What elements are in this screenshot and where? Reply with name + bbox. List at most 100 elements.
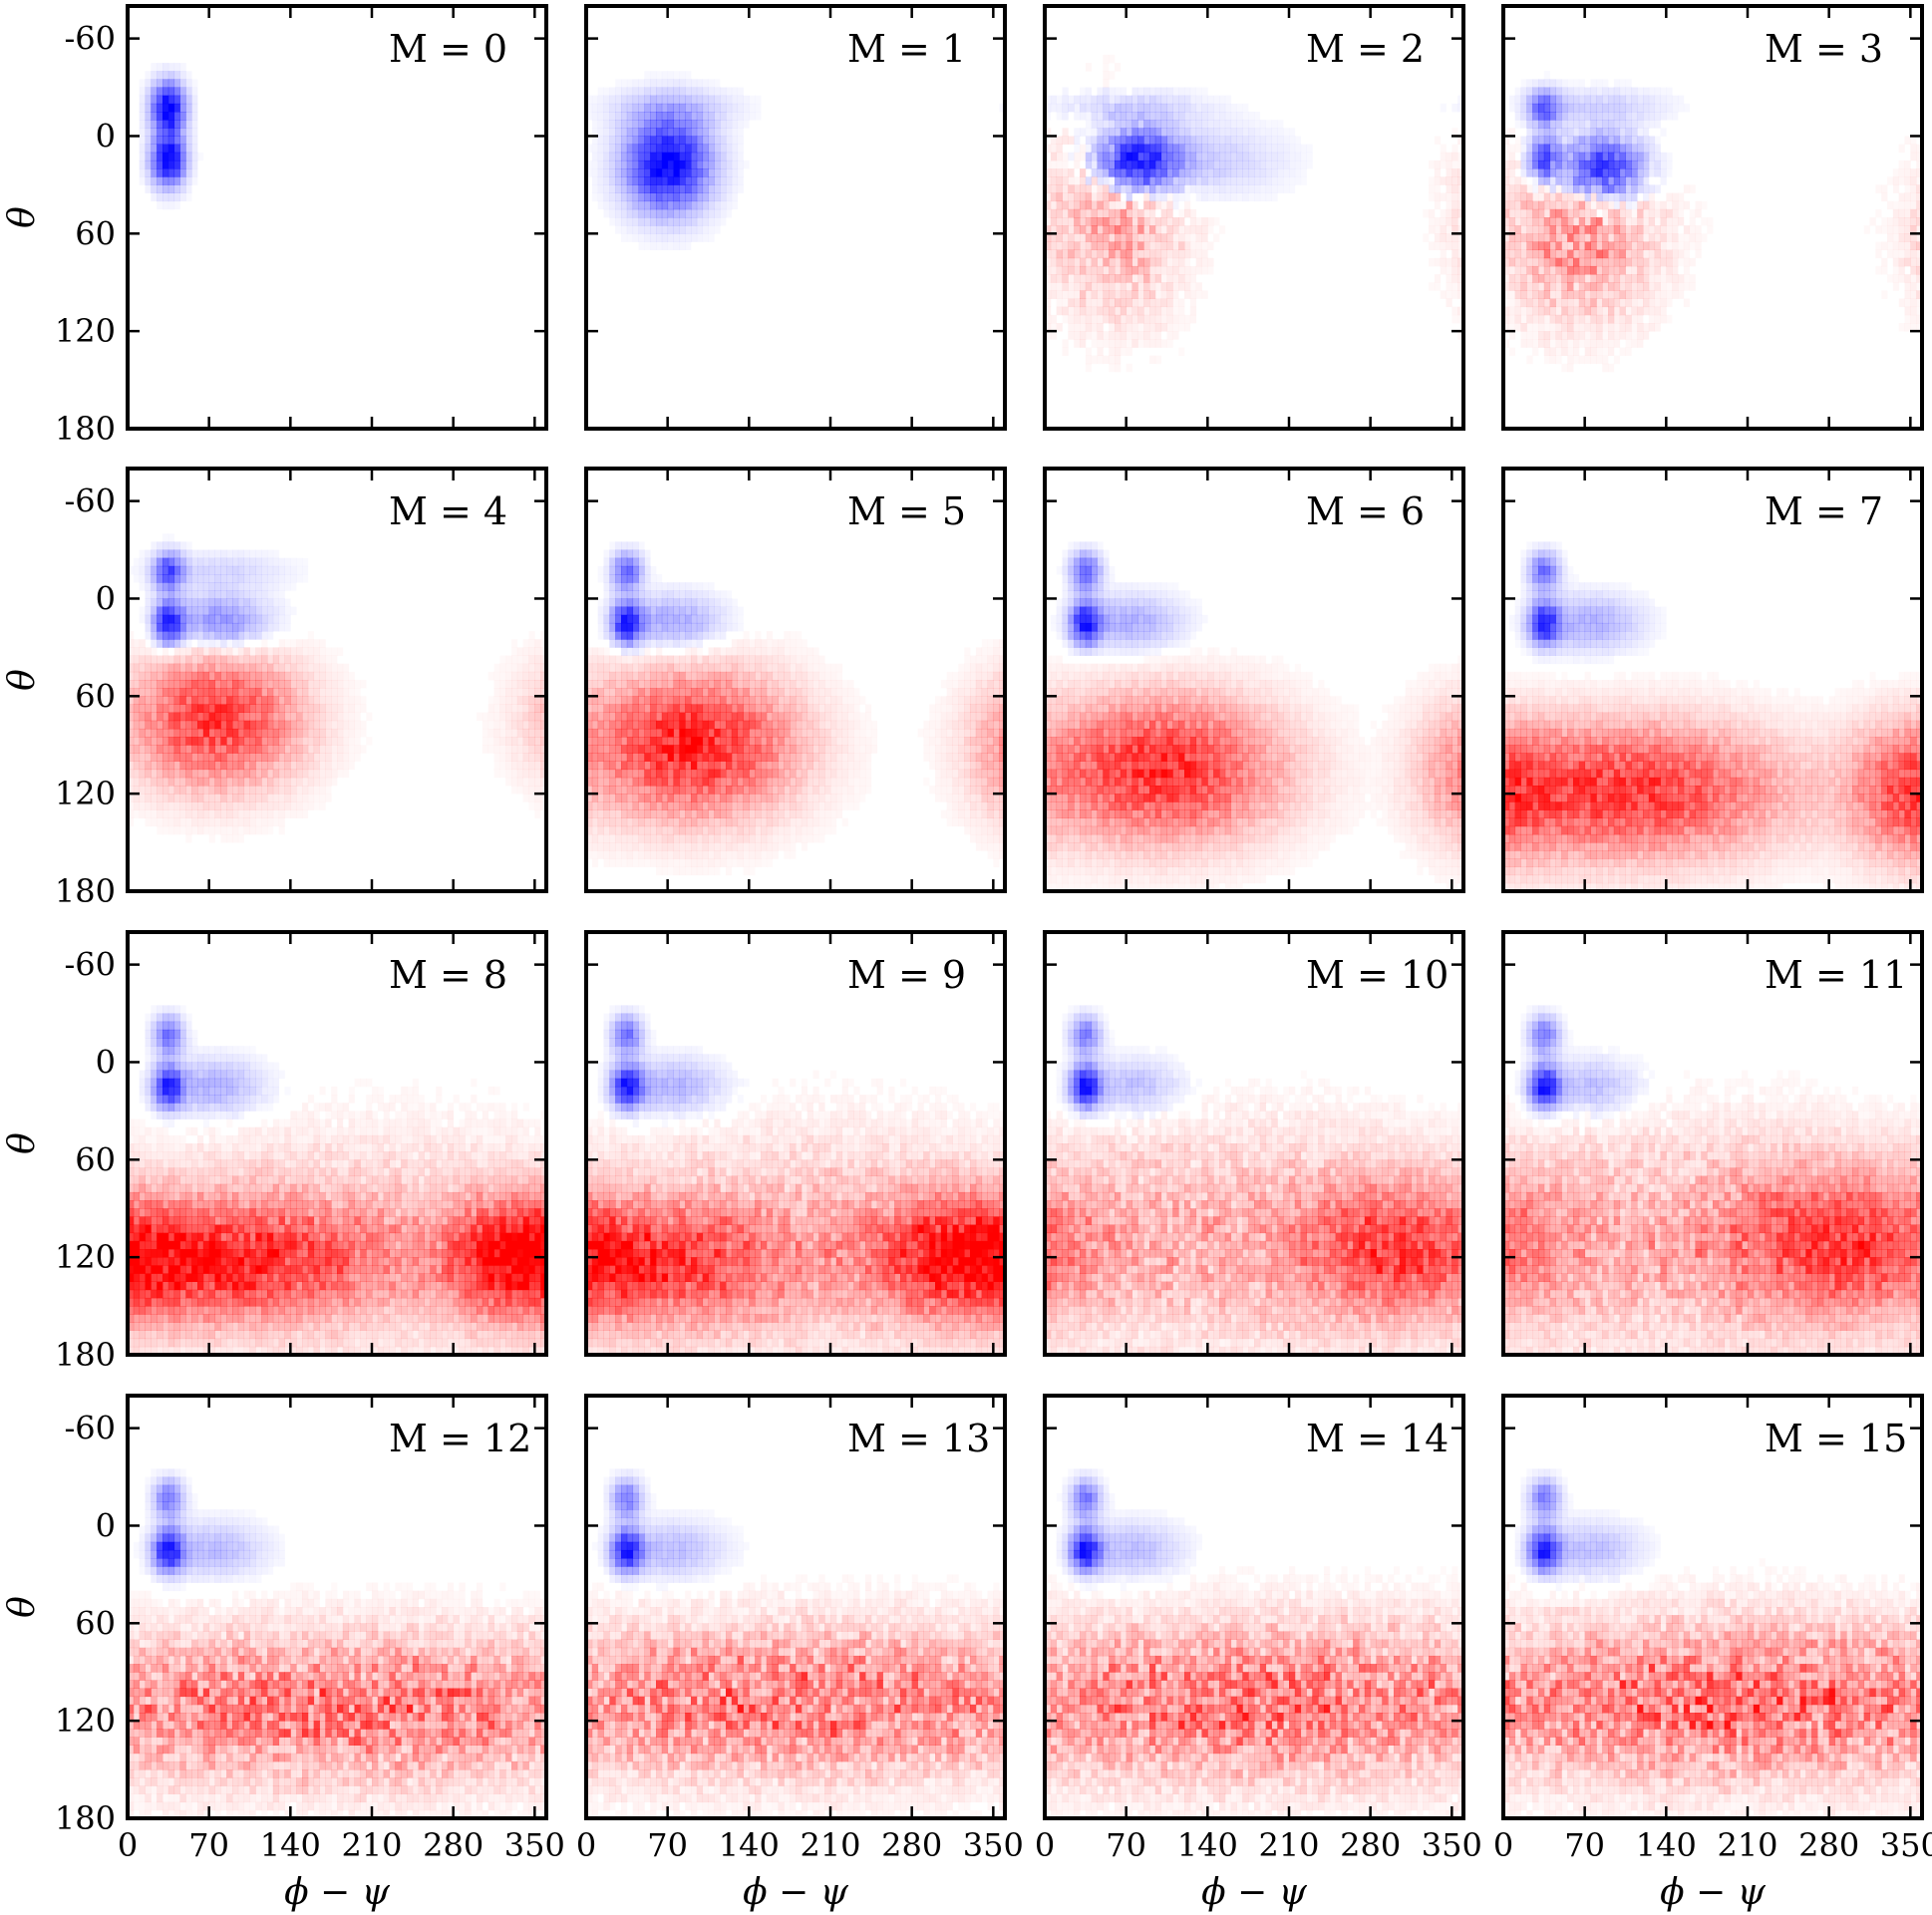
heatmap-cell bbox=[272, 745, 280, 754]
heatmap-cell bbox=[505, 704, 512, 714]
heatmap-cell bbox=[1184, 184, 1190, 193]
heatmap-cell bbox=[1178, 249, 1185, 259]
heatmap-cell bbox=[1584, 249, 1591, 259]
heatmap-cell bbox=[128, 777, 135, 787]
heatmap-cell bbox=[1590, 257, 1597, 267]
heatmap-cell bbox=[1190, 315, 1196, 324]
heatmap-cell bbox=[226, 565, 233, 575]
heatmap-cell bbox=[609, 557, 616, 567]
heatmap-cell bbox=[679, 614, 686, 624]
heatmap-cell bbox=[1584, 103, 1591, 113]
heatmap-cell bbox=[1538, 176, 1545, 185]
heatmap-cell bbox=[1590, 274, 1597, 283]
heatmap-cell bbox=[167, 95, 175, 105]
heatmap-cell bbox=[796, 671, 803, 681]
heatmap-cell bbox=[220, 777, 227, 787]
heatmap-cell bbox=[191, 720, 198, 730]
heatmap-cell bbox=[1166, 184, 1173, 193]
heatmap-cell bbox=[603, 598, 610, 608]
heatmap-cell bbox=[284, 761, 291, 771]
heatmap-cell bbox=[1167, 331, 1173, 340]
heatmap-cell bbox=[656, 622, 663, 632]
heatmap-cell bbox=[1074, 339, 1081, 348]
heatmap-cell bbox=[1584, 176, 1591, 185]
heatmap-cell bbox=[1532, 208, 1539, 218]
heatmap-cell bbox=[1062, 192, 1069, 202]
heatmap-cell bbox=[1555, 331, 1562, 340]
heatmap-cell bbox=[1573, 176, 1580, 185]
heatmap-cell bbox=[128, 639, 135, 648]
heatmap-cell bbox=[1080, 257, 1087, 267]
heatmap-cell bbox=[1596, 323, 1603, 332]
heatmap-cell bbox=[696, 192, 704, 202]
heatmap-cell bbox=[661, 655, 669, 665]
heatmap-cell bbox=[1115, 112, 1122, 121]
heatmap-cell bbox=[1109, 290, 1116, 299]
heatmap-cell bbox=[1567, 265, 1574, 275]
heatmap-cell bbox=[1074, 274, 1081, 283]
heatmap-cell bbox=[1242, 168, 1249, 177]
heatmap-cell bbox=[1097, 306, 1104, 316]
heatmap-cell bbox=[1596, 136, 1603, 146]
heatmap-cell bbox=[139, 680, 146, 689]
heatmap-cell bbox=[1608, 249, 1615, 259]
heatmap-cell bbox=[685, 655, 692, 665]
heatmap-cell bbox=[133, 745, 141, 754]
heatmap-cell bbox=[285, 639, 291, 648]
heatmap-cell bbox=[738, 88, 744, 97]
heatmap-cell bbox=[261, 680, 268, 689]
heatmap-cell bbox=[1532, 233, 1539, 242]
heatmap-cell bbox=[337, 737, 344, 746]
heatmap-cell bbox=[1910, 298, 1917, 308]
heatmap-cell bbox=[731, 688, 739, 697]
heatmap-cell bbox=[134, 558, 140, 567]
heatmap-cell bbox=[714, 680, 721, 689]
heatmap-cell bbox=[1080, 290, 1087, 299]
heatmap-cell bbox=[272, 598, 280, 608]
heatmap-cell bbox=[249, 655, 256, 665]
heatmap-cell bbox=[609, 614, 616, 624]
heatmap-cell bbox=[987, 671, 994, 681]
heatmap-cell bbox=[1561, 144, 1568, 154]
heatmap-cell bbox=[308, 631, 314, 640]
heatmap-cell bbox=[685, 598, 692, 608]
heatmap-cell bbox=[360, 745, 366, 754]
heatmap-cell bbox=[638, 549, 645, 559]
heatmap-cell bbox=[348, 696, 355, 705]
heatmap-cell bbox=[214, 549, 221, 559]
heatmap-cell bbox=[1265, 168, 1272, 177]
heatmap-cell bbox=[173, 704, 180, 714]
heatmap-cell bbox=[151, 574, 158, 583]
heatmap-cell bbox=[1143, 249, 1150, 259]
heatmap-cell bbox=[1578, 152, 1586, 161]
heatmap-cell bbox=[534, 655, 541, 665]
heatmap-cell bbox=[1526, 306, 1533, 316]
heatmap-cell bbox=[278, 794, 285, 802]
heatmap-cell bbox=[157, 671, 163, 681]
heatmap-cell bbox=[615, 120, 622, 129]
heatmap-cell bbox=[1881, 193, 1887, 202]
heatmap-cell bbox=[1045, 95, 1052, 105]
heatmap-cell bbox=[505, 664, 511, 673]
heatmap-cell bbox=[1149, 282, 1156, 291]
heatmap-cell bbox=[644, 590, 651, 599]
heatmap-cell bbox=[1526, 356, 1532, 365]
heatmap-cell bbox=[731, 184, 739, 193]
heatmap-cell bbox=[1543, 249, 1551, 259]
heatmap-cell bbox=[1207, 217, 1214, 226]
heatmap-cell bbox=[632, 688, 639, 697]
heatmap-cell bbox=[534, 688, 541, 697]
heatmap-cell bbox=[325, 753, 332, 762]
heatmap-cell bbox=[214, 574, 221, 583]
heatmap-cell bbox=[1074, 192, 1081, 202]
heatmap-cell bbox=[1429, 208, 1436, 218]
heatmap-cell bbox=[220, 769, 227, 779]
heatmap-cell bbox=[1109, 128, 1116, 137]
heatmap-cell bbox=[1596, 192, 1603, 202]
heatmap-cell bbox=[604, 88, 610, 97]
heatmap-cell bbox=[1440, 192, 1447, 202]
heatmap-cell bbox=[1899, 145, 1905, 154]
heatmap-cell bbox=[1277, 184, 1283, 193]
heatmap-cell bbox=[691, 622, 698, 632]
heatmap-cell bbox=[1160, 120, 1167, 129]
